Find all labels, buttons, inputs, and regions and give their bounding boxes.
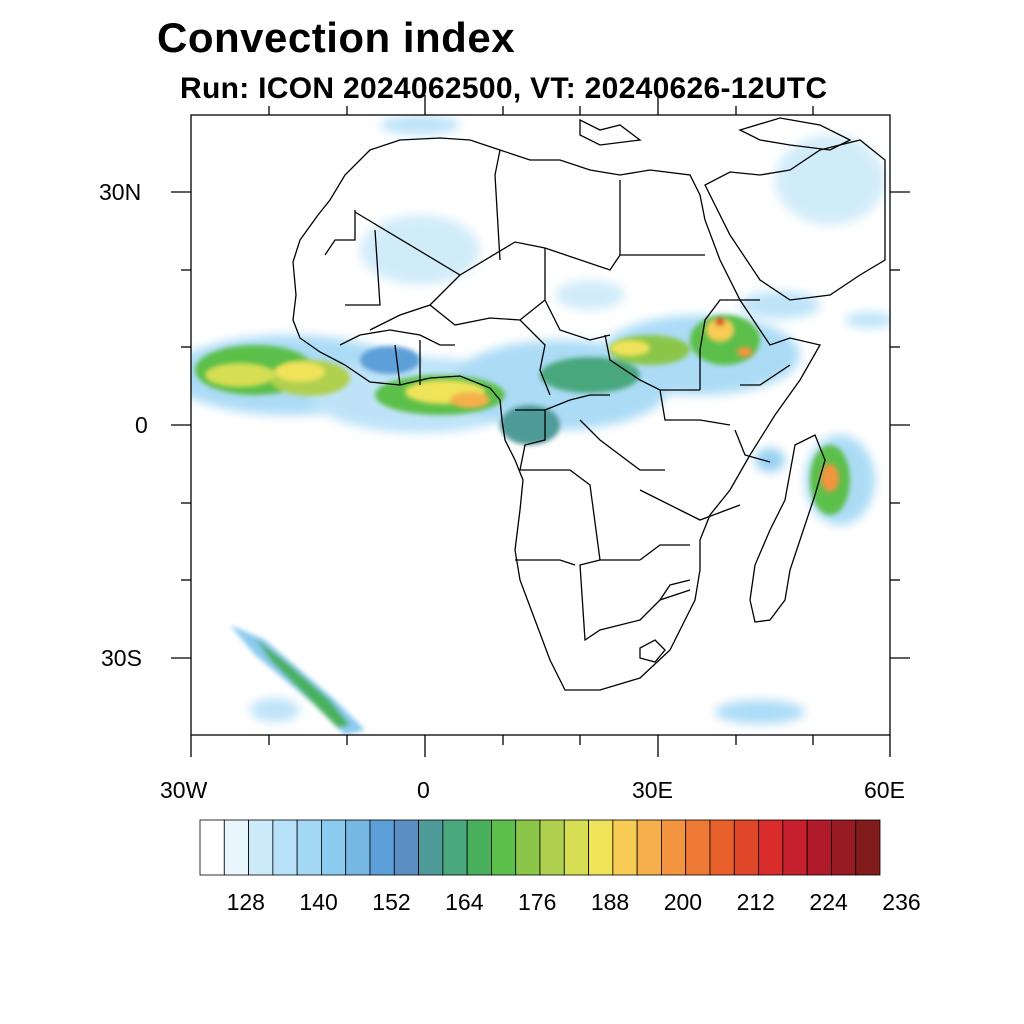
- lon-label-0: 0: [417, 777, 430, 803]
- colorbar: [199, 819, 881, 876]
- colorbar-swatch: [223, 819, 249, 876]
- lon-label-60e: 60E: [864, 777, 905, 803]
- colorbar-swatch: [588, 819, 614, 876]
- colorbar-swatch: [199, 819, 225, 876]
- colorbar-swatch: [612, 819, 638, 876]
- colorbar-swatch: [831, 819, 857, 876]
- colorbar-swatch: [418, 819, 444, 876]
- map-title: Convection index: [157, 14, 516, 61]
- colorbar-swatch: [466, 819, 492, 876]
- lat-label-30s: 30S: [101, 645, 142, 671]
- convection-field: [191, 115, 890, 735]
- colorbar-swatch: [685, 819, 711, 876]
- colorbar-swatch: [345, 819, 371, 876]
- colorbar-tick-label: 164: [445, 889, 484, 915]
- colorbar-swatch: [563, 819, 589, 876]
- colorbar-swatch: [296, 819, 322, 876]
- colorbar-swatch: [782, 819, 808, 876]
- colorbar-tick-label: 200: [663, 889, 703, 915]
- colorbar-tick-label: 212: [736, 889, 775, 915]
- colorbar-tick-label: 128: [226, 889, 265, 915]
- colorbar-swatch: [661, 819, 687, 876]
- colorbar-swatch: [758, 819, 784, 876]
- colorbar-tick-label: 236: [882, 889, 921, 915]
- colorbar-swatch: [442, 819, 468, 876]
- colorbar-tick-label: 224: [809, 889, 848, 915]
- colorbar-swatch: [636, 819, 662, 876]
- coastlines: [292, 117, 886, 691]
- colorbar-swatch: [855, 819, 881, 876]
- map-subtitle: Run: ICON 2024062500, VT: 20240626-12UTC: [180, 72, 828, 105]
- colorbar-swatch: [709, 819, 735, 876]
- colorbar-swatch: [393, 819, 419, 876]
- colorbar-swatch: [733, 819, 759, 876]
- colorbar-swatch: [272, 819, 298, 876]
- colorbar-tick-label: 152: [372, 889, 411, 915]
- colorbar-swatch: [515, 819, 541, 876]
- colorbar-swatch: [369, 819, 395, 876]
- lat-label-0: 0: [135, 412, 148, 438]
- colorbar-tick-label: 140: [299, 889, 338, 915]
- colorbar-tick-label: 188: [590, 889, 630, 915]
- colorbar-swatch: [491, 819, 517, 876]
- colorbar-swatch: [806, 819, 832, 876]
- lon-label-30w: 30W: [160, 777, 208, 803]
- colorbar-swatch: [539, 819, 565, 876]
- axis-ticks: [171, 95, 910, 757]
- colorbar-tick-label: 176: [518, 889, 557, 915]
- colorbar-swatch: [248, 819, 274, 876]
- colorbar-swatch: [321, 819, 347, 876]
- lon-label-30e: 30E: [632, 777, 673, 803]
- lat-label-30n: 30N: [99, 179, 142, 205]
